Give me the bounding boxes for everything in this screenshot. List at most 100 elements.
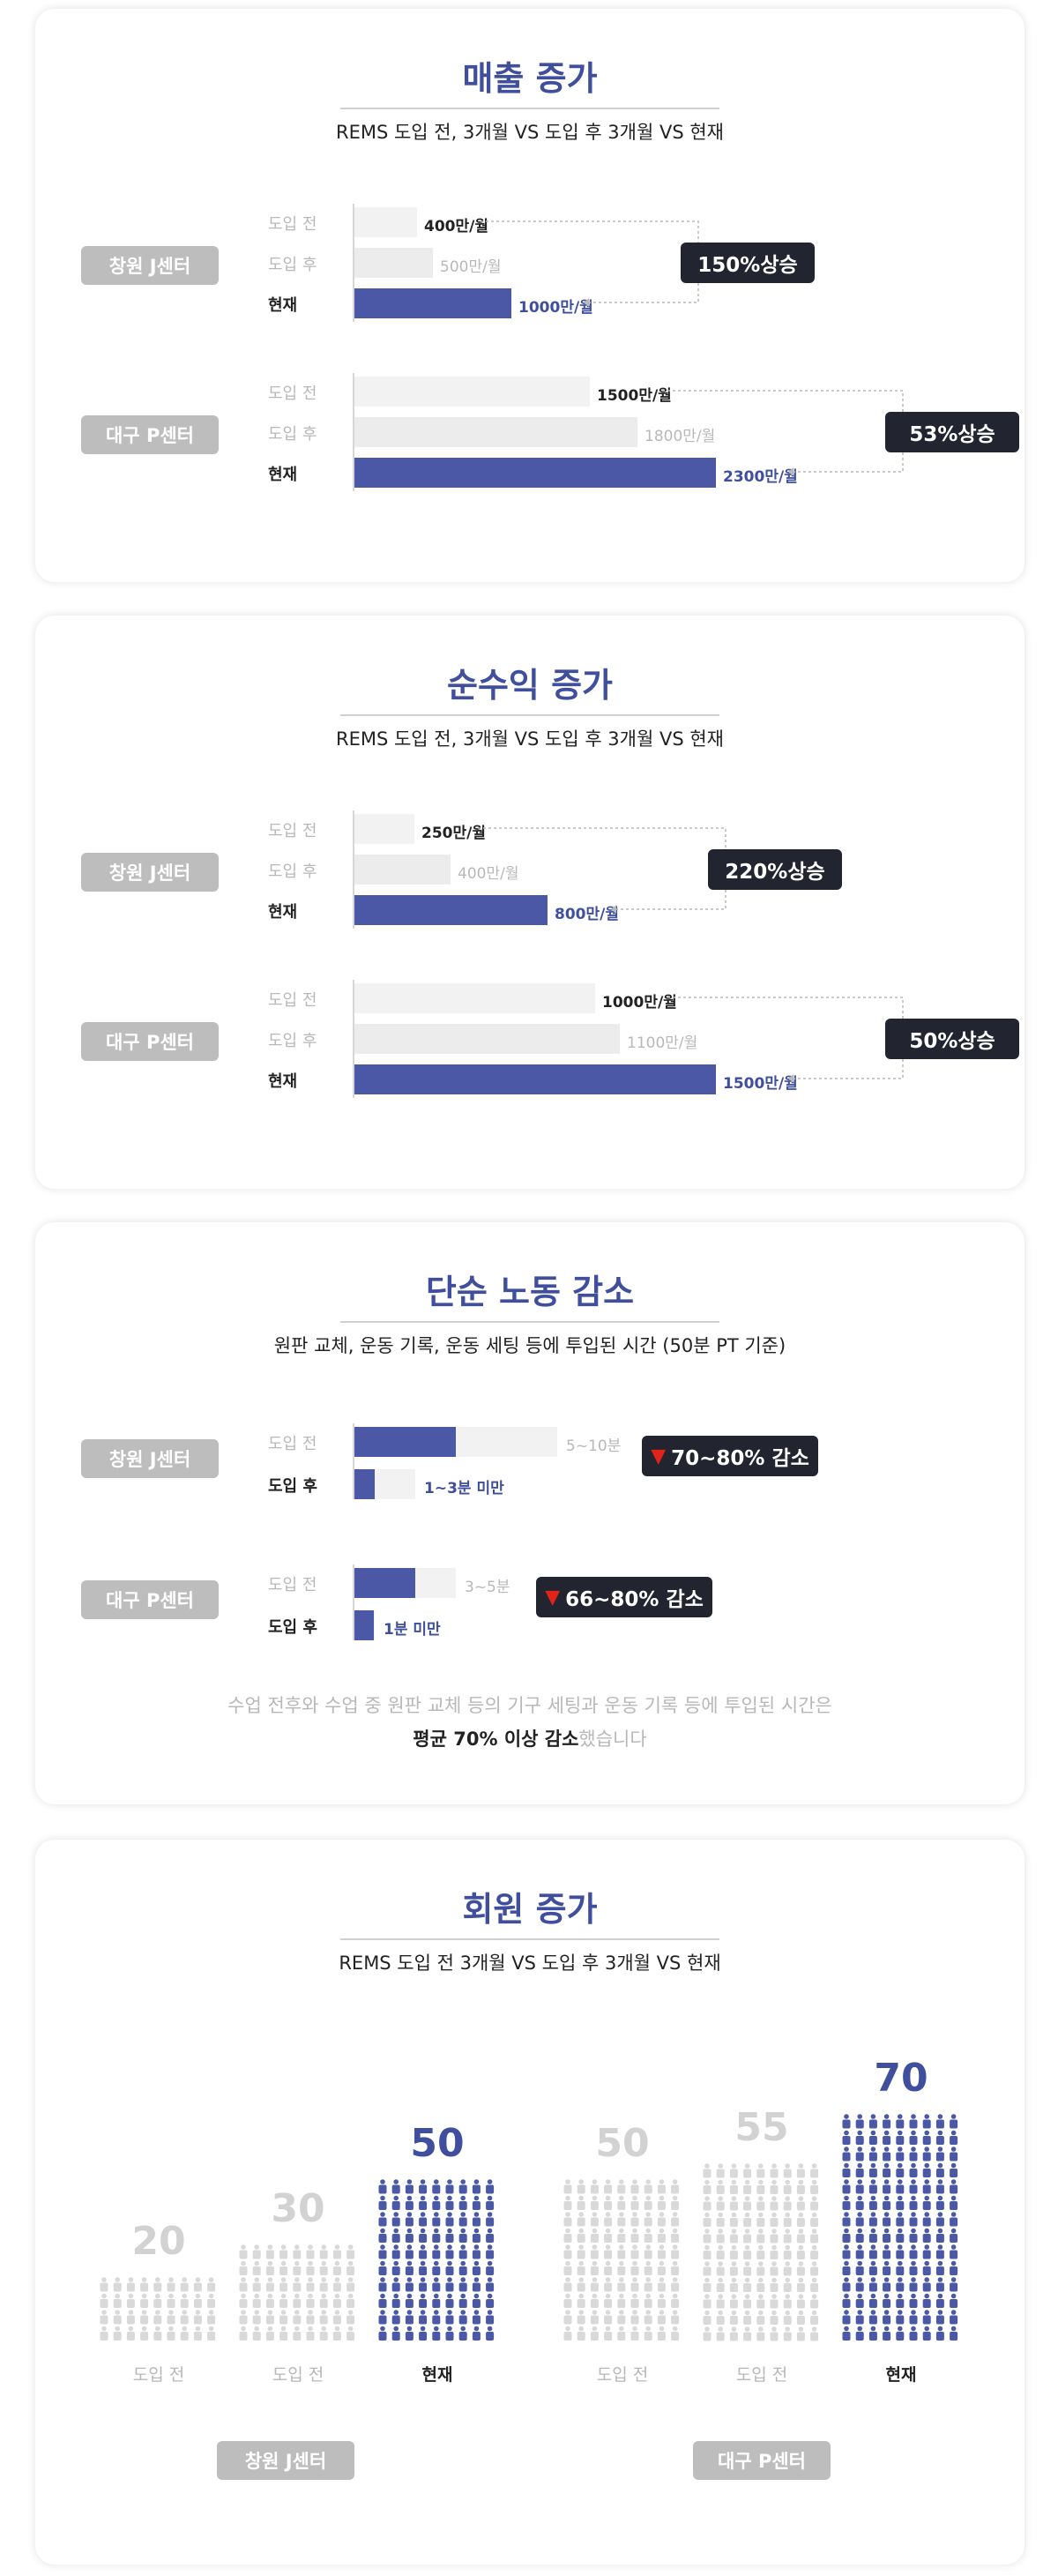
person-icon	[855, 2326, 864, 2341]
person-icon	[729, 2212, 738, 2227]
person-icon	[783, 2260, 792, 2275]
person-icon	[563, 2195, 572, 2210]
sales-row-label: 도입 전	[268, 385, 317, 403]
sales-bar-value: 2300만/월	[723, 468, 798, 486]
person-icon	[279, 2260, 288, 2275]
person-icon	[319, 2310, 328, 2325]
person-icon	[391, 2260, 400, 2275]
person-icon	[617, 2277, 626, 2292]
person-icon	[922, 2293, 931, 2308]
person-icon	[703, 2179, 712, 2194]
person-icon	[293, 2277, 302, 2292]
person-icon	[783, 2310, 792, 2325]
person-icon	[346, 2310, 355, 2325]
person-icon	[922, 2179, 931, 2194]
person-icon	[703, 2244, 712, 2259]
person-icon	[842, 2212, 851, 2227]
person-icon	[935, 2114, 944, 2129]
person-icon	[896, 2260, 905, 2275]
person-icon	[855, 2162, 864, 2177]
person-icon	[391, 2179, 400, 2194]
person-icon	[716, 2162, 725, 2177]
person-icon	[445, 2228, 454, 2243]
profit-bar	[354, 895, 548, 925]
sales-card: 매출 증가 REMS 도입 전, 3개월 VS 도입 후 3개월 VS 현재 창…	[35, 9, 1024, 582]
person-icon	[100, 2277, 108, 2292]
person-icon	[239, 2293, 248, 2308]
person-icon	[100, 2310, 108, 2325]
profit-center-pill: 대구 P센터	[81, 1022, 219, 1061]
person-icon	[126, 2310, 135, 2325]
down-arrow-icon: ▼	[651, 1445, 667, 1467]
person-icon	[842, 2162, 851, 2177]
profit-bar	[354, 983, 595, 1013]
person-icon	[950, 2277, 958, 2292]
person-icon	[346, 2293, 355, 2308]
person-icon	[756, 2195, 765, 2210]
person-icon	[153, 2277, 162, 2292]
member-period-label: 도입 전	[132, 2365, 185, 2385]
person-icon	[770, 2212, 779, 2227]
person-icon	[630, 2195, 639, 2210]
person-icon	[180, 2310, 189, 2325]
person-icon	[703, 2228, 712, 2243]
person-icon	[472, 2179, 481, 2194]
profit-row-label: 현재	[268, 1072, 298, 1091]
person-icon	[909, 2195, 918, 2210]
person-icon	[306, 2260, 315, 2275]
members-title: 회원 증가	[462, 1890, 598, 1929]
person-icon	[896, 2310, 905, 2325]
person-icon	[391, 2326, 400, 2341]
labor-row-label: 도입 후	[268, 1477, 317, 1496]
person-icon	[378, 2195, 387, 2210]
person-icon	[703, 2162, 712, 2177]
person-icon	[842, 2147, 851, 2162]
down-arrow-icon: ▼	[545, 1586, 561, 1609]
person-icon	[743, 2277, 752, 2292]
person-icon	[743, 2310, 752, 2325]
members-title-divider	[340, 1938, 719, 1940]
members-center-pill: 대구 P센터	[693, 2441, 831, 2480]
person-icon	[378, 2228, 387, 2243]
person-icon	[842, 2326, 851, 2341]
profit-bar-value: 800만/월	[555, 906, 619, 923]
person-icon	[432, 2293, 441, 2308]
profit-subtitle: REMS 도입 전, 3개월 VS 도입 후 3개월 VS 현재	[335, 728, 724, 750]
person-icon	[810, 2310, 819, 2325]
person-icon	[909, 2114, 918, 2129]
person-icon	[883, 2179, 891, 2194]
person-icon	[671, 2195, 680, 2210]
person-icon	[391, 2195, 400, 2210]
sales-increase-badge: 53%상승	[885, 412, 1019, 452]
profit-bar-value: 250만/월	[421, 825, 486, 842]
person-icon	[909, 2179, 918, 2194]
person-icon	[472, 2310, 481, 2325]
person-icon	[472, 2260, 481, 2275]
person-icon	[617, 2228, 626, 2243]
person-icon	[100, 2293, 108, 2308]
labor-subtitle: 원판 교체, 운동 기록, 운동 세팅 등에 투입된 시간 (50분 PT 기준…	[273, 1335, 786, 1356]
person-icon	[657, 2228, 666, 2243]
person-icon	[922, 2147, 931, 2162]
person-icon	[126, 2293, 135, 2308]
person-icon	[113, 2326, 122, 2341]
members-center-pill: 창원 J센터	[217, 2441, 354, 2480]
person-icon	[756, 2293, 765, 2308]
person-icon	[239, 2326, 248, 2341]
person-icon	[378, 2260, 387, 2275]
person-icon	[950, 2179, 958, 2194]
person-icon	[657, 2195, 666, 2210]
sales-increase-badge: 150%상승	[681, 243, 815, 283]
person-icon	[419, 2212, 428, 2227]
person-icon	[868, 2277, 877, 2292]
person-icon	[657, 2179, 666, 2194]
person-icon	[671, 2244, 680, 2259]
person-icon	[265, 2293, 274, 2308]
person-icon	[486, 2310, 495, 2325]
person-icon	[855, 2179, 864, 2194]
person-icon	[405, 2179, 414, 2194]
person-icon	[810, 2195, 819, 2210]
profit-bar-value: 1100만/월	[627, 1034, 698, 1052]
person-icon	[445, 2277, 454, 2292]
labor-note-line2: 평균 70% 이상 감소했습니다	[35, 1725, 1024, 1751]
